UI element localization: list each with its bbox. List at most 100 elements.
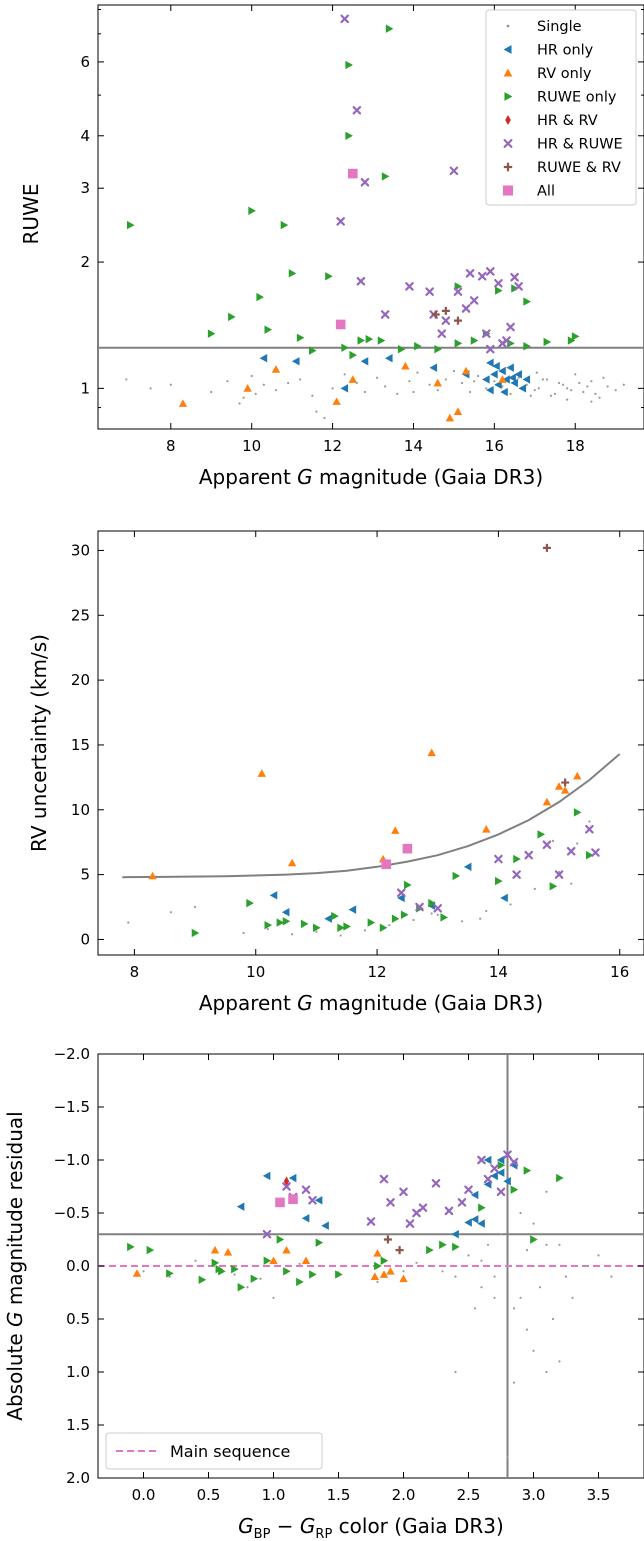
- ruwe-point-hr-only: [486, 385, 494, 395]
- ruwe-point-ruwe-only: [126, 220, 135, 230]
- cmd-point-ruwe-rv: [395, 1246, 404, 1255]
- rv-point-all: [381, 859, 391, 870]
- ruwe-point-ruwe-only: [571, 332, 580, 341]
- legend-label-hr-ruwe: HR & RUWE: [537, 137, 623, 153]
- cmd-legend-frame: [105, 1432, 323, 1470]
- rv-x-tick-label: 8: [130, 963, 140, 981]
- cmd-point-single: [558, 1360, 561, 1363]
- rv-y-tick-label: 0: [80, 930, 90, 948]
- cmd-point-hr-only: [470, 1190, 479, 1200]
- cmd-point-rv-only: [370, 1272, 380, 1280]
- rv-point-ruwe-rv: [542, 543, 551, 552]
- cmd-point-single: [376, 1280, 379, 1283]
- rv-point-ruwe-rv: [561, 778, 570, 787]
- rv-point-hr-ruwe: [415, 902, 424, 912]
- cmd-point-ruwe-only: [439, 1240, 447, 1249]
- ruwe-point-single: [537, 387, 540, 390]
- ruwe-point-single: [477, 374, 480, 378]
- ruwe-point-hr-ruwe: [510, 272, 519, 282]
- cmd-point-ruwe-only: [315, 1238, 324, 1247]
- rv-point-ruwe-only: [428, 898, 436, 908]
- cmd-point-hr-ruwe: [503, 1150, 512, 1159]
- cmd-point-single: [532, 1222, 535, 1225]
- ruwe-point-single: [614, 389, 617, 392]
- cmd-point-hr-rv: [283, 1176, 290, 1186]
- ruwe-point-hr-only: [522, 375, 531, 384]
- cmd-point-ruwe-only: [198, 1275, 207, 1284]
- cmd-point-ruwe-only: [523, 1166, 532, 1175]
- rv-expected-curve: [122, 753, 621, 879]
- ruwe-point-single: [578, 381, 581, 385]
- rv-point-single: [436, 913, 439, 916]
- rv-point-hr-only: [397, 893, 405, 903]
- ruwe-point-single: [428, 383, 431, 386]
- ruwe-point-hr-ruwe: [425, 287, 434, 296]
- ruwe-point-single: [493, 380, 496, 383]
- cmd-point-single: [519, 1296, 522, 1299]
- legend-marker-hr-rv: [505, 114, 511, 126]
- ruwe-x-tick-label: 16: [485, 437, 504, 455]
- rv-point-ruwe-only: [264, 920, 273, 930]
- rv-point-hr-ruwe: [524, 850, 534, 860]
- ruwe-point-hr-ruwe: [437, 329, 447, 338]
- ruwe-point-single: [363, 390, 367, 394]
- rv-x-tick-label: 10: [246, 963, 265, 981]
- ruwe-point-hr-only: [508, 373, 516, 382]
- ruwe-point-single: [323, 416, 326, 420]
- rv-series-all: [381, 843, 413, 870]
- ruwe-point-hr-ruwe: [481, 329, 491, 338]
- rv-point-ruwe-only: [282, 917, 291, 926]
- rv-point-single: [266, 927, 269, 931]
- cmd-point-rv-only: [210, 1245, 220, 1254]
- ruwe-point-single: [566, 398, 569, 401]
- cmd-point-single: [428, 1264, 431, 1268]
- ruwe-legend: Single HR only RV only RUWE only HR & RV…: [485, 9, 637, 206]
- ruwe-point-ruwe-only: [454, 282, 463, 291]
- cmd-point-single: [558, 1243, 561, 1246]
- cmd-point-hr-ruwe: [418, 1203, 428, 1212]
- rv-point-single: [339, 934, 342, 937]
- legend-marker-hr-ruwe: [503, 139, 513, 148]
- cmd-point-ruwe-rv: [383, 1235, 392, 1244]
- rv-point-ruwe-only: [276, 918, 285, 927]
- ruwe-point-ruwe-only: [523, 297, 531, 306]
- cmd-point-single: [493, 1296, 496, 1299]
- cmd-point-hr-ruwe: [301, 1185, 311, 1194]
- ruwe-legend-frame: [485, 9, 637, 206]
- ruwe-point-ruwe-only: [341, 343, 349, 352]
- cmd-point-single: [545, 1243, 548, 1246]
- ruwe-point-single: [169, 383, 172, 386]
- cmd-point-single: [571, 1296, 574, 1299]
- cmd-point-single: [545, 1190, 548, 1193]
- cmd-point-single: [512, 1381, 516, 1384]
- ruwe-point-single: [622, 383, 625, 386]
- rv-point-single: [291, 933, 294, 936]
- ruwe-point-single: [331, 387, 334, 390]
- cmd-point-hr-ruwe: [379, 1174, 389, 1184]
- cmd-point-single: [480, 1286, 483, 1289]
- ruwe-point-single: [286, 381, 290, 385]
- ruwe-point-hr-only: [385, 353, 393, 363]
- ruwe-point-single: [311, 394, 314, 397]
- legend-label-all: All: [537, 184, 555, 200]
- ruwe-y-tick-label: 2: [80, 253, 90, 271]
- rv-point-single: [460, 920, 464, 923]
- ruwe-point-single: [262, 383, 265, 386]
- cmd-y-tick-label: 0.0: [66, 1257, 90, 1275]
- ruwe-point-ruwe-only: [495, 286, 503, 295]
- ruwe-x-tick-label: 14: [404, 437, 423, 455]
- legend-marker-ruwe-only: [504, 92, 513, 101]
- legend-marker-all: [502, 185, 514, 196]
- rv-point-rv-only: [427, 748, 436, 757]
- cmd-point-hr-only: [483, 1180, 492, 1189]
- rv-point-hr-only: [281, 908, 290, 917]
- ruwe-point-single: [416, 371, 419, 374]
- cmd-point-hr-only: [490, 1171, 498, 1181]
- ruwe-point-hr-ruwe: [494, 278, 503, 288]
- cmd-point-ruwe-only: [452, 1242, 460, 1252]
- ruwe-x-tick-label: 12: [323, 437, 342, 455]
- rv-point-ruwe-only: [537, 830, 546, 839]
- ruwe-point-hr-ruwe: [477, 271, 487, 281]
